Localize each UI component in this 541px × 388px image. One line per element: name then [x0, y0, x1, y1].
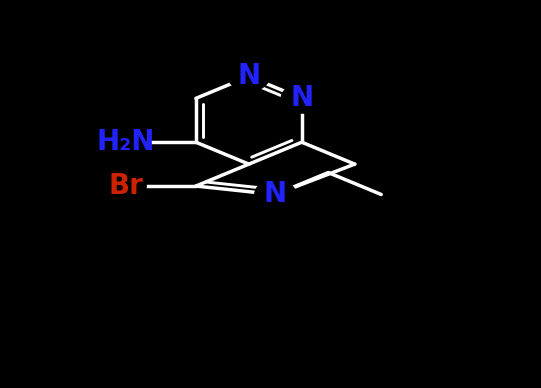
Text: H₂N: H₂N [96, 128, 155, 156]
Circle shape [281, 84, 322, 113]
Text: N: N [237, 62, 260, 90]
Circle shape [105, 171, 146, 201]
Text: N: N [290, 84, 313, 113]
Circle shape [228, 62, 269, 91]
Text: Br: Br [108, 172, 143, 200]
Text: N: N [264, 180, 287, 208]
Circle shape [105, 128, 146, 157]
Circle shape [255, 180, 296, 209]
